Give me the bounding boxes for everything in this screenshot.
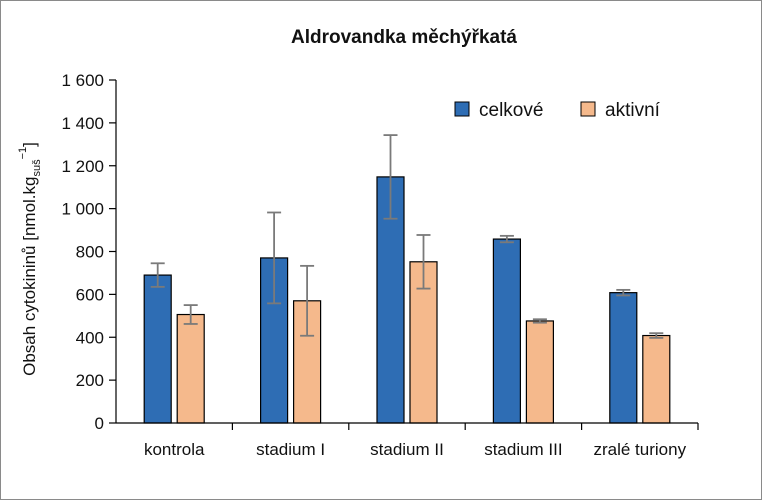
y-axis-label: Obsah cytokininů [nmol.kgsuš−1] bbox=[17, 142, 43, 376]
y-tick-label: 0 bbox=[95, 414, 104, 433]
chart-title: Aldrovandka měchýřkatá bbox=[291, 27, 517, 48]
bar-celkove bbox=[143, 274, 172, 424]
y-axis-label-main: Obsah cytokininů [nmol.kg bbox=[20, 177, 39, 376]
x-category-label: kontrola bbox=[144, 440, 205, 459]
y-tick-label: 200 bbox=[76, 371, 104, 390]
legend-swatch-celkove bbox=[454, 101, 470, 117]
bars-group bbox=[143, 176, 671, 424]
bar-celkove bbox=[492, 238, 521, 424]
legend: celkové aktivní bbox=[454, 100, 661, 121]
error-bars-group bbox=[150, 134, 664, 339]
legend-label-aktivni: aktivní bbox=[605, 100, 661, 121]
y-tick-label: 600 bbox=[76, 285, 104, 304]
legend-swatch-aktivni bbox=[580, 101, 596, 117]
x-axis-categories: kontrola stadium I stadium II stadium III zr… bbox=[144, 423, 699, 459]
y-axis-label-sup: −1 bbox=[17, 147, 29, 160]
x-category-label: stadium I bbox=[256, 440, 325, 459]
bar-celkove bbox=[609, 292, 638, 424]
x-category-label: stadium II bbox=[370, 440, 444, 459]
y-axis-label-sub: suš bbox=[31, 159, 43, 177]
y-tick-label: 800 bbox=[76, 243, 104, 262]
x-category-label: stadium III bbox=[484, 440, 562, 459]
bar-aktivni bbox=[642, 334, 671, 424]
y-axis-ticks: 0 200 400 600 800 1 000 1 200 1 400 1 600 bbox=[61, 71, 116, 433]
y-tick-label: 1 400 bbox=[61, 114, 104, 133]
y-tick-label: 1 600 bbox=[61, 71, 104, 90]
y-tick-label: 1 200 bbox=[61, 157, 104, 176]
bar-aktivni bbox=[176, 313, 205, 424]
x-category-label: zralé turiony bbox=[593, 440, 686, 459]
y-axis-label-close: ] bbox=[20, 142, 39, 147]
y-tick-label: 1 000 bbox=[61, 200, 104, 219]
svg-text:Obsah cytokininů [nmol.kgsuš−1: Obsah cytokininů [nmol.kgsuš−1] bbox=[17, 142, 43, 376]
legend-label-celkove: celkové bbox=[479, 100, 543, 121]
y-tick-label: 400 bbox=[76, 328, 104, 347]
bar-aktivni bbox=[525, 320, 555, 424]
